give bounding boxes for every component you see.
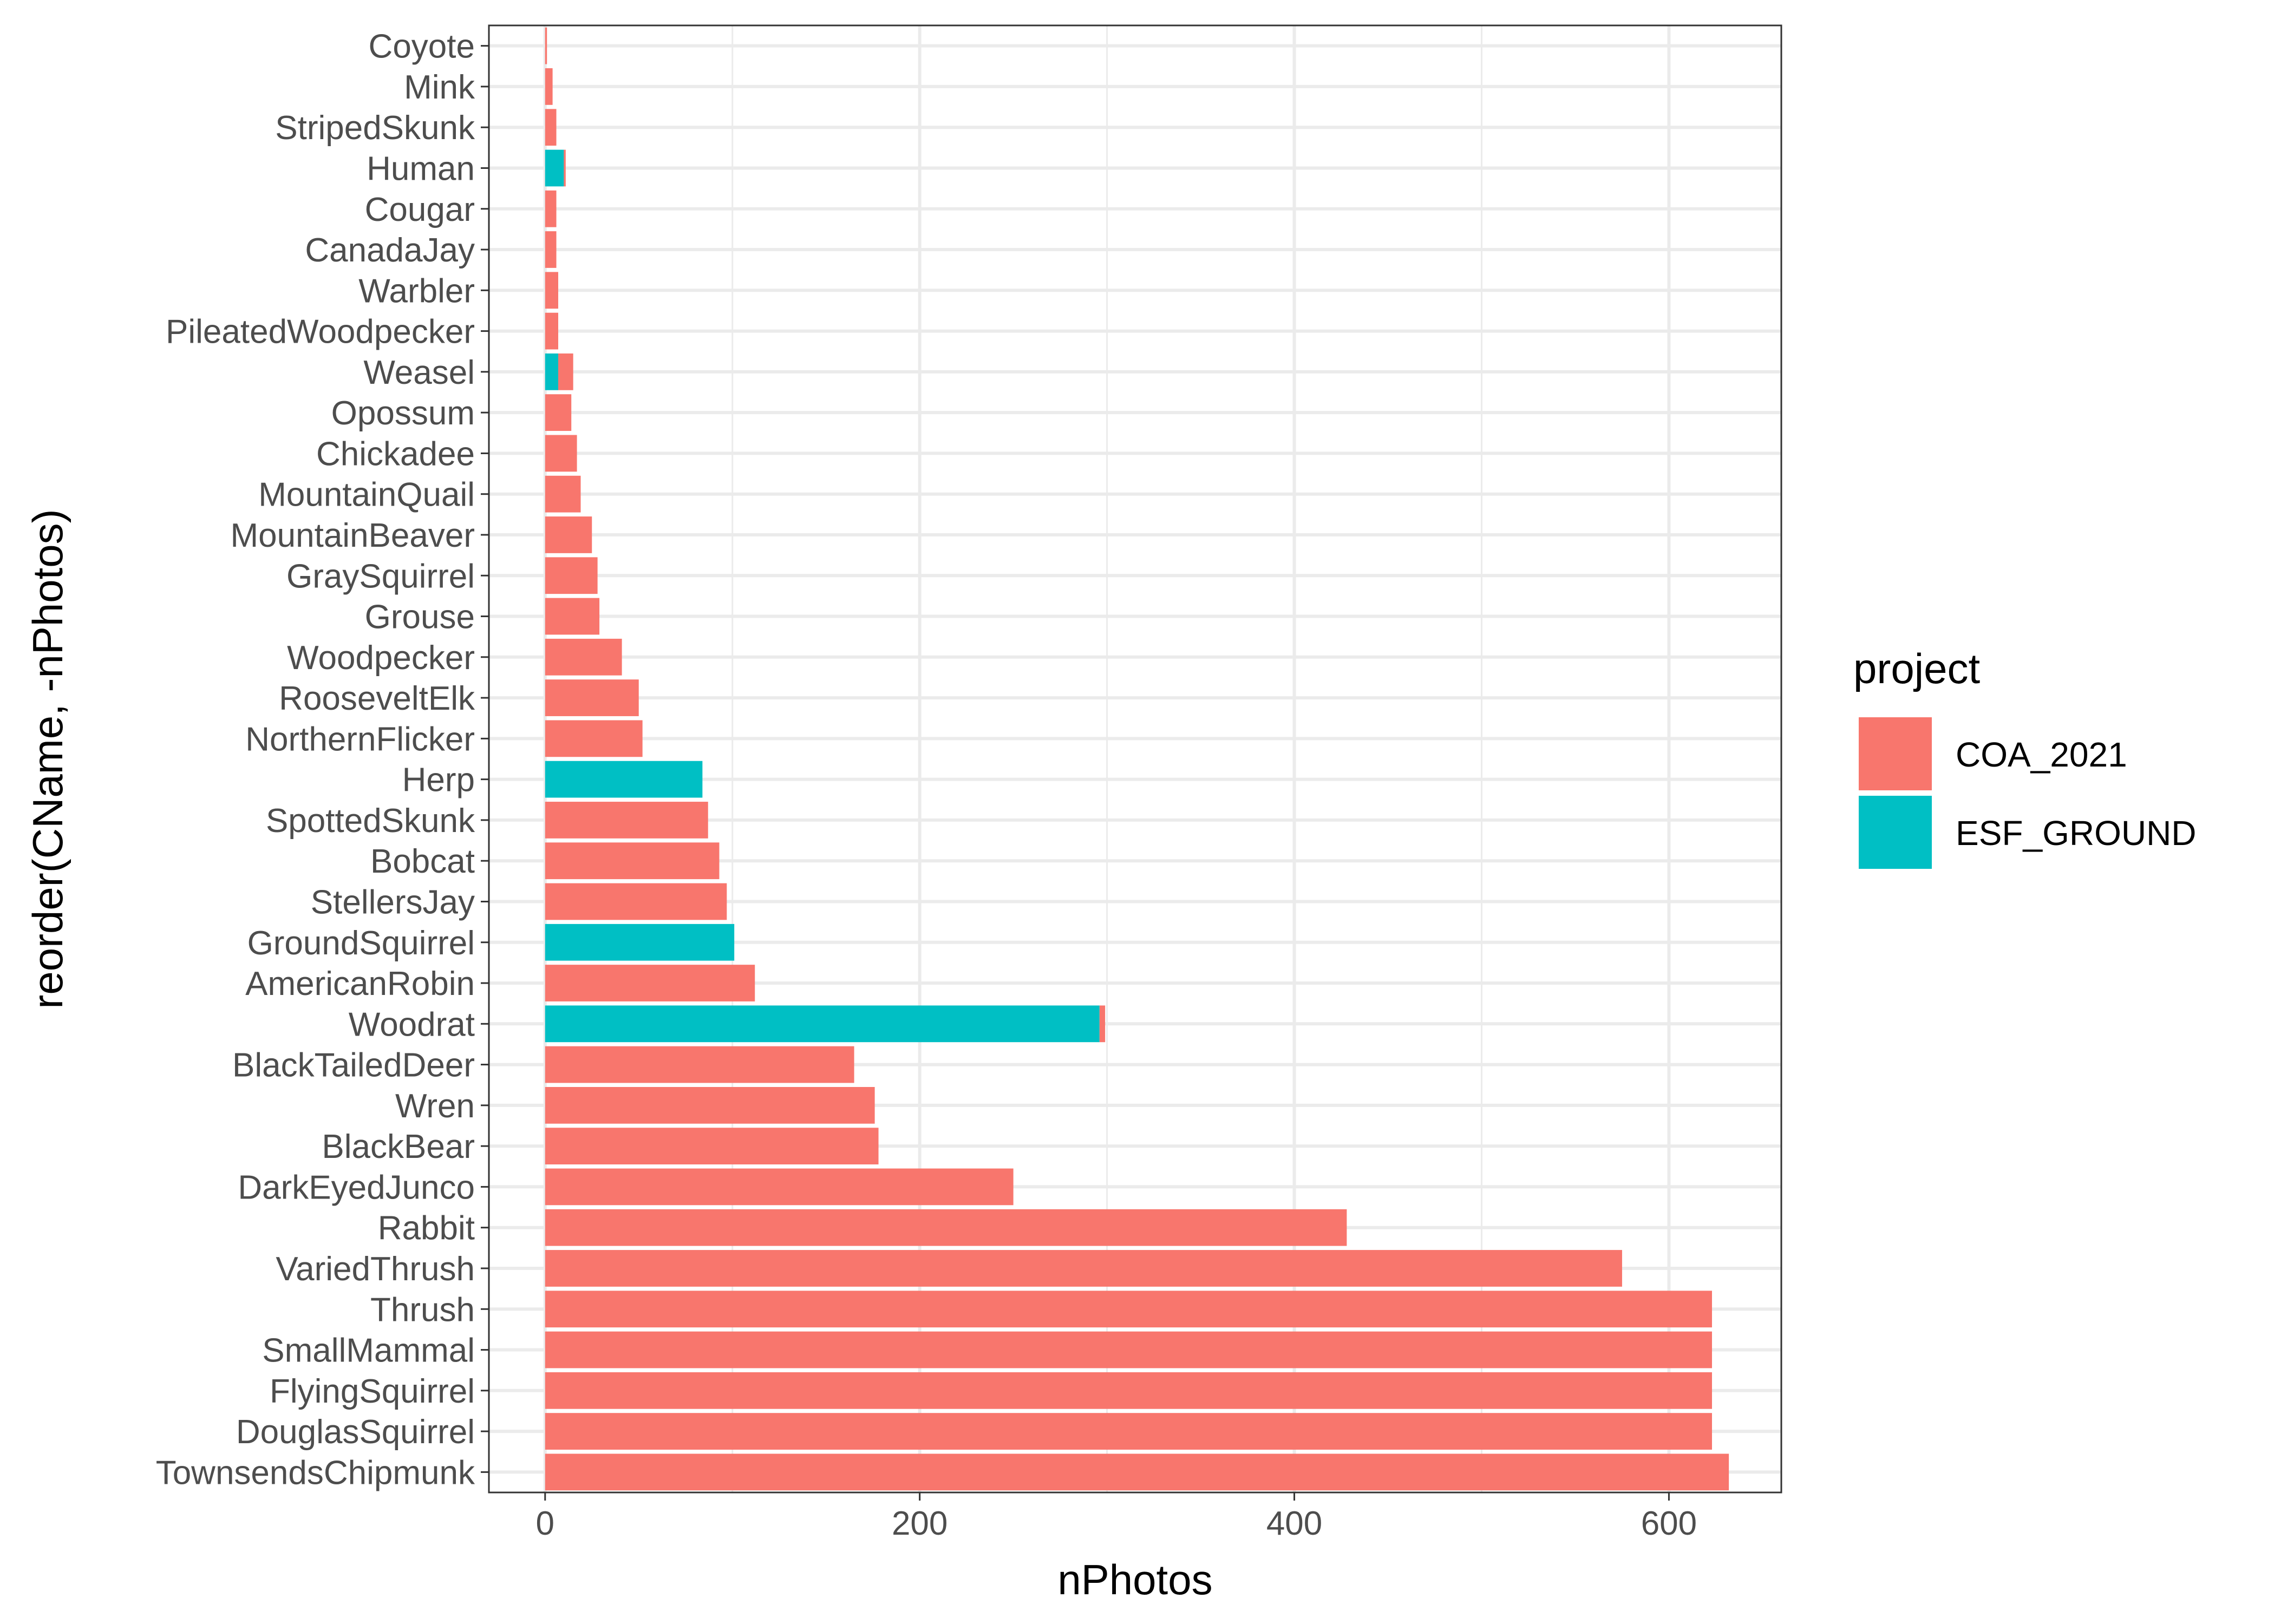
bar-StripedSkunk-COA_2021 (545, 109, 557, 146)
x-tick-label: 400 (1266, 1505, 1322, 1542)
bar-NorthernFlicker-COA_2021 (545, 720, 643, 757)
y-tick-label: GroundSquirrel (247, 925, 475, 962)
y-tick-label: BlackTailedDeer (232, 1047, 475, 1084)
bar-DouglasSquirrel-COA_2021 (545, 1413, 1713, 1450)
y-tick-label: Woodpecker (287, 639, 475, 677)
legend: project COA_2021 ESF_GROUND (1853, 645, 2197, 869)
y-tick-label: DarkEyedJunco (238, 1169, 475, 1206)
plot-panel (489, 25, 1781, 1492)
y-tick-label: GraySquirrel (286, 558, 475, 595)
y-tick-label: SmallMammal (262, 1332, 475, 1370)
bar-Thrush-COA_2021 (545, 1291, 1713, 1328)
bar-Mink-COA_2021 (545, 68, 553, 105)
bar-Chickadee-COA_2021 (545, 435, 577, 472)
bar-VariedThrush-COA_2021 (545, 1250, 1622, 1287)
bar-Woodrat-ESF_GROUND (545, 1005, 1100, 1043)
bar-MountainQuail-COA_2021 (545, 475, 581, 513)
y-tick-label: Woodrat (349, 1006, 475, 1043)
y-tick-label: Herp (402, 762, 475, 799)
y-tick-label: TownsendsChipmunk (156, 1454, 475, 1491)
bar-GraySquirrel-COA_2021 (545, 557, 598, 594)
bar-Cougar-COA_2021 (545, 190, 557, 227)
bar-GroundSquirrel-ESF_GROUND (545, 924, 735, 961)
y-tick-label: Rabbit (378, 1210, 475, 1247)
y-tick-label: MountainBeaver (231, 517, 475, 554)
bar-RooseveltElk-COA_2021 (545, 679, 639, 716)
y-tick-label: Mink (404, 69, 475, 106)
y-tick-label: NorthernFlicker (245, 721, 475, 758)
x-tick-label: 200 (892, 1505, 948, 1542)
y-tick-label: AmericanRobin (245, 965, 475, 1003)
bar-Rabbit-COA_2021 (545, 1209, 1347, 1246)
y-tick-label: BlackBear (322, 1128, 475, 1165)
bar-Wren-COA_2021 (545, 1086, 875, 1124)
bar-Human-ESF_GROUND (545, 149, 564, 187)
y-tick-label: Coyote (369, 28, 475, 66)
bar-Human-COA_2021 (564, 149, 566, 187)
legend-key-COA_2021 (1859, 717, 1932, 790)
bar-Grouse-COA_2021 (545, 598, 600, 635)
bar-Warbler-COA_2021 (545, 272, 558, 309)
bar-MountainBeaver-COA_2021 (545, 516, 592, 553)
bar-Opossum-COA_2021 (545, 394, 572, 431)
y-tick-label: StellersJay (311, 883, 475, 921)
bar-DarkEyedJunco-COA_2021 (545, 1168, 1014, 1206)
x-axis-title: nPhotos (1057, 1556, 1212, 1603)
y-tick-label: Weasel (363, 354, 475, 391)
y-tick-label: FlyingSquirrel (270, 1373, 475, 1410)
bar-BlackTailedDeer-COA_2021 (545, 1046, 854, 1083)
bar-Weasel-COA_2021 (558, 353, 573, 390)
legend-label-COA_2021: COA_2021 (1956, 735, 2127, 774)
y-tick-label: RooseveltElk (279, 680, 475, 717)
bar-PileatedWoodpecker-COA_2021 (545, 312, 558, 350)
legend-title: project (1853, 645, 1980, 692)
legend-label-ESF_GROUND: ESF_GROUND (1956, 814, 2197, 853)
y-tick-label: Bobcat (370, 843, 475, 880)
y-tick-label: Warbler (358, 272, 475, 310)
x-tick-label: 0 (536, 1505, 554, 1542)
y-tick-label: StripedSkunk (275, 109, 475, 147)
y-tick-label: Human (367, 150, 475, 187)
bar-Herp-ESF_GROUND (545, 761, 703, 798)
bar-SmallMammal-COA_2021 (545, 1331, 1713, 1368)
y-tick-label: SpottedSkunk (266, 802, 475, 840)
y-tick-label: Thrush (370, 1291, 475, 1328)
bar-SpottedSkunk-COA_2021 (545, 802, 708, 839)
bar-Woodpecker-COA_2021 (545, 638, 622, 676)
bar-Weasel-ESF_GROUND (545, 353, 558, 390)
y-axis-title: reorder(CName, -nPhotos) (24, 509, 71, 1009)
y-tick-label: DouglasSquirrel (236, 1413, 475, 1451)
legend-key-ESF_GROUND (1859, 796, 1932, 869)
bar-Bobcat-COA_2021 (545, 842, 720, 880)
plot-border (488, 24, 1782, 1494)
y-tick-label: Cougar (365, 191, 475, 228)
y-tick-label: Chickadee (316, 435, 475, 473)
bar-CanadaJay-COA_2021 (545, 231, 557, 268)
y-tick-label: PileatedWoodpecker (166, 313, 475, 351)
x-tick-label: 600 (1641, 1505, 1697, 1542)
bar-TownsendsChipmunk-COA_2021 (545, 1453, 1729, 1491)
bar-Coyote-COA_2021 (545, 27, 547, 64)
y-tick-label: Wren (395, 1088, 475, 1125)
bar-AmericanRobin-COA_2021 (545, 965, 755, 1001)
bar-Woodrat-COA_2021 (1099, 1005, 1106, 1043)
y-tick-label: VariedThrush (276, 1250, 475, 1288)
bar-BlackBear-COA_2021 (545, 1128, 879, 1165)
bar-StellersJay-COA_2021 (545, 883, 727, 920)
y-tick-label: CanadaJay (305, 232, 475, 269)
y-tick-label: MountainQuail (258, 476, 475, 514)
bars (545, 27, 1729, 1491)
bar-FlyingSquirrel-COA_2021 (545, 1372, 1713, 1409)
y-tick-label: Grouse (365, 599, 475, 636)
y-tick-label: Opossum (331, 395, 475, 432)
